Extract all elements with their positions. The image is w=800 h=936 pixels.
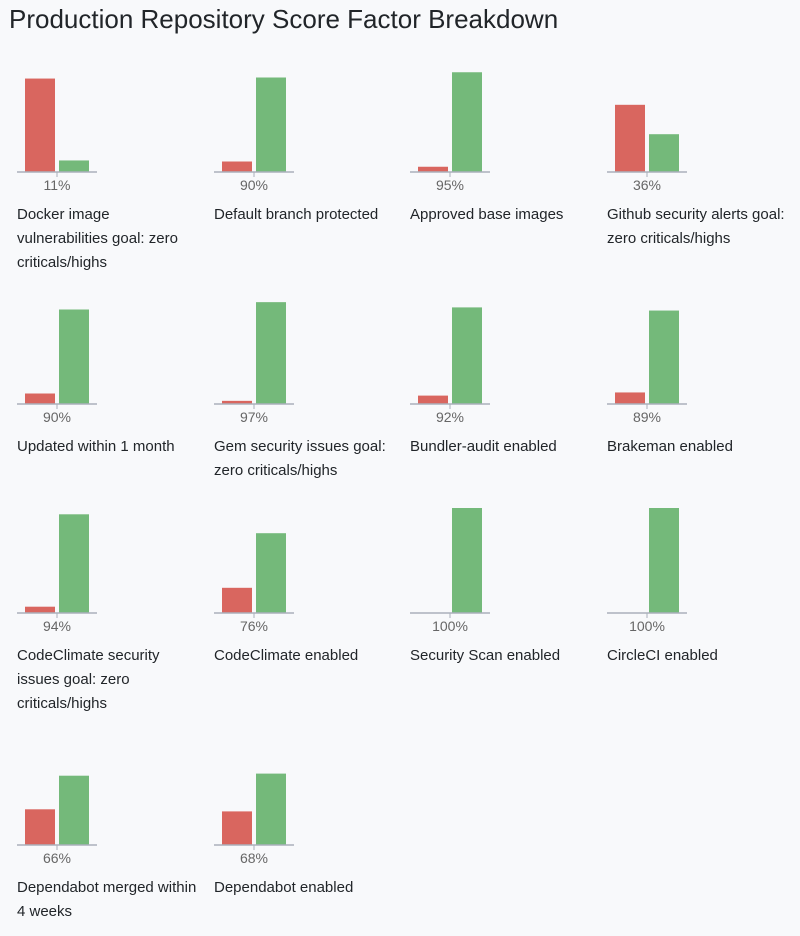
pass-bar — [452, 72, 482, 172]
fail-bar — [222, 400, 252, 404]
factor-label: Github security alerts goal: zero critic… — [607, 206, 785, 247]
factor-label: Gem security issues goal: zero criticals… — [214, 438, 386, 479]
percent-label: 90% — [42, 409, 72, 425]
percent-label: 36% — [632, 177, 662, 193]
factor-label: CodeClimate security issues goal: zero c… — [17, 647, 160, 712]
bar-chart — [214, 302, 294, 409]
bar-chart — [17, 78, 97, 177]
factor-label: Default branch protected — [214, 206, 379, 223]
factor-label: CodeClimate enabled — [214, 647, 359, 664]
pass-bar — [256, 533, 286, 613]
fail-bar — [222, 587, 252, 613]
percent-label: 100% — [432, 618, 468, 634]
bar-chart — [410, 307, 490, 409]
bar-chart — [214, 773, 294, 850]
bar-chart — [607, 508, 687, 618]
pass-bar — [256, 77, 286, 172]
percent-label: 97% — [239, 409, 269, 425]
fail-bar — [25, 606, 55, 613]
factor-label: Approved base images — [410, 206, 564, 223]
pass-bar — [452, 307, 482, 404]
bar-chart — [214, 533, 294, 618]
factor-label: Updated within 1 month — [17, 438, 175, 455]
pass-bar — [649, 310, 679, 404]
percent-label: 95% — [435, 177, 465, 193]
factor-label: Dependabot enabled — [214, 879, 354, 896]
percent-label: 92% — [435, 409, 465, 425]
bar-chart — [17, 309, 97, 409]
bar-chart — [607, 310, 687, 409]
percent-label: 66% — [42, 850, 72, 866]
bar-chart — [410, 508, 490, 618]
pass-bar — [256, 773, 286, 845]
percent-label: 94% — [42, 618, 72, 634]
bar-chart — [17, 514, 97, 618]
factor-label: Brakeman enabled — [607, 438, 733, 455]
pass-bar — [59, 775, 89, 845]
pass-bar — [59, 309, 89, 404]
fail-bar — [25, 809, 55, 845]
fail-bar — [25, 393, 55, 404]
factor-label: Bundler-audit enabled — [410, 438, 557, 455]
pass-bar — [59, 514, 89, 613]
fail-bar — [615, 392, 645, 404]
pass-bar — [649, 134, 679, 172]
fail-bar — [222, 161, 252, 172]
factor-label: Docker image vulnerabilities goal: zero … — [17, 206, 178, 271]
percent-label: 76% — [239, 618, 269, 634]
pass-bar — [59, 160, 89, 172]
fail-bar — [25, 78, 55, 172]
percent-label: 89% — [632, 409, 662, 425]
factor-label: Security Scan enabled — [410, 647, 561, 664]
bar-chart — [214, 77, 294, 177]
page-title: Production Repository Score Factor Break… — [9, 4, 559, 34]
pass-bar — [256, 302, 286, 404]
bar-chart — [410, 72, 490, 177]
percent-label: 100% — [629, 618, 665, 634]
percent-label: 90% — [239, 177, 269, 193]
percent-label: 11% — [43, 177, 71, 193]
factor-label: CircleCI enabled — [607, 647, 718, 664]
fail-bar — [222, 811, 252, 845]
fail-bar — [418, 395, 448, 404]
pass-bar — [452, 508, 482, 613]
fail-bar — [615, 104, 645, 172]
fail-bar — [418, 166, 448, 172]
factor-label: Dependabot merged within 4 weeks — [17, 879, 197, 920]
pass-bar — [649, 508, 679, 613]
percent-label: 68% — [239, 850, 269, 866]
bar-chart — [607, 104, 687, 177]
bar-chart — [17, 775, 97, 850]
